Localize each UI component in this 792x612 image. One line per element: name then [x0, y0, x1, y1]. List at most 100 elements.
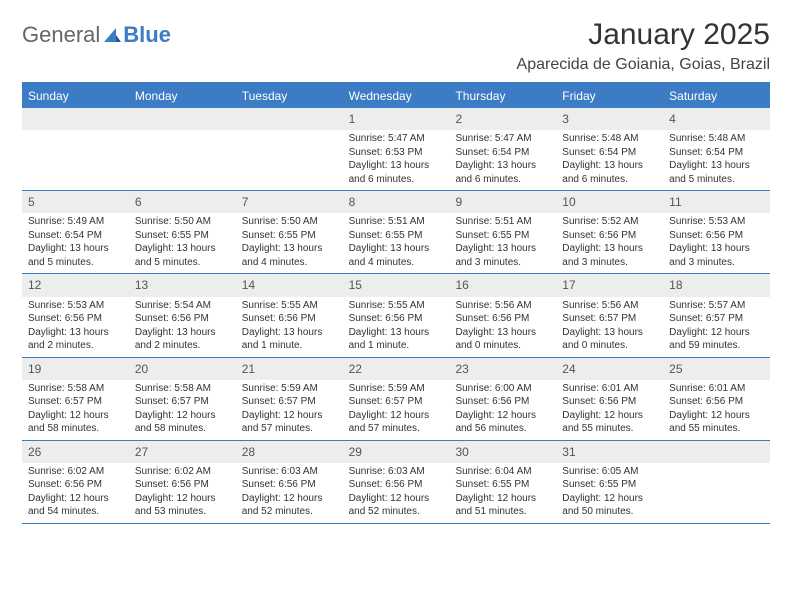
info-line: and 50 minutes.	[562, 505, 657, 519]
info-line: Sunset: 6:56 PM	[669, 395, 764, 409]
day-info: Sunrise: 5:59 AMSunset: 6:57 PMDaylight:…	[236, 380, 343, 440]
info-line: Sunset: 6:56 PM	[669, 229, 764, 243]
weeks-container: 1Sunrise: 5:47 AMSunset: 6:53 PMDaylight…	[22, 108, 770, 524]
day-info: Sunrise: 5:50 AMSunset: 6:55 PMDaylight:…	[236, 213, 343, 273]
info-line: Sunset: 6:57 PM	[349, 395, 444, 409]
info-line: Sunrise: 5:53 AM	[669, 215, 764, 229]
day-cell: 9Sunrise: 5:51 AMSunset: 6:55 PMDaylight…	[449, 191, 556, 273]
info-line: and 5 minutes.	[28, 256, 123, 270]
info-line: Sunrise: 5:54 AM	[135, 299, 230, 313]
info-line: Daylight: 12 hours	[562, 492, 657, 506]
day-number: 6	[129, 191, 236, 213]
info-line: Daylight: 13 hours	[349, 242, 444, 256]
info-line: Sunrise: 5:59 AM	[242, 382, 337, 396]
info-line: and 51 minutes.	[455, 505, 550, 519]
day-number: 15	[343, 274, 450, 296]
weekday-label: Saturday	[663, 84, 770, 108]
info-line: and 58 minutes.	[135, 422, 230, 436]
day-info: Sunrise: 5:59 AMSunset: 6:57 PMDaylight:…	[343, 380, 450, 440]
info-line: and 58 minutes.	[28, 422, 123, 436]
day-number: 16	[449, 274, 556, 296]
info-line: Sunset: 6:57 PM	[135, 395, 230, 409]
info-line: Daylight: 13 hours	[242, 242, 337, 256]
day-cell: 30Sunrise: 6:04 AMSunset: 6:55 PMDayligh…	[449, 441, 556, 523]
info-line: and 5 minutes.	[669, 173, 764, 187]
info-line: and 0 minutes.	[562, 339, 657, 353]
info-line: Sunset: 6:56 PM	[455, 395, 550, 409]
info-line: Sunset: 6:55 PM	[455, 229, 550, 243]
info-line: Sunrise: 5:55 AM	[349, 299, 444, 313]
info-line: Sunrise: 6:01 AM	[669, 382, 764, 396]
info-line: and 55 minutes.	[669, 422, 764, 436]
info-line: Sunset: 6:56 PM	[242, 312, 337, 326]
day-number: 1	[343, 108, 450, 130]
day-cell: 11Sunrise: 5:53 AMSunset: 6:56 PMDayligh…	[663, 191, 770, 273]
day-cell: 25Sunrise: 6:01 AMSunset: 6:56 PMDayligh…	[663, 358, 770, 440]
day-number: 12	[22, 274, 129, 296]
info-line: Sunset: 6:56 PM	[562, 229, 657, 243]
info-line: Sunset: 6:54 PM	[28, 229, 123, 243]
info-line: Daylight: 13 hours	[562, 326, 657, 340]
info-line: and 53 minutes.	[135, 505, 230, 519]
day-number: 2	[449, 108, 556, 130]
brand-logo: General Blue	[22, 22, 171, 48]
info-line: Daylight: 12 hours	[349, 492, 444, 506]
info-line: and 57 minutes.	[242, 422, 337, 436]
day-cell: 10Sunrise: 5:52 AMSunset: 6:56 PMDayligh…	[556, 191, 663, 273]
day-number: 10	[556, 191, 663, 213]
day-number: 21	[236, 358, 343, 380]
weekday-label: Thursday	[449, 84, 556, 108]
week-row: 19Sunrise: 5:58 AMSunset: 6:57 PMDayligh…	[22, 358, 770, 441]
info-line: Daylight: 13 hours	[669, 159, 764, 173]
day-info: Sunrise: 5:57 AMSunset: 6:57 PMDaylight:…	[663, 297, 770, 357]
info-line: Daylight: 13 hours	[28, 242, 123, 256]
day-number: 28	[236, 441, 343, 463]
info-line: Sunrise: 5:50 AM	[242, 215, 337, 229]
info-line: and 55 minutes.	[562, 422, 657, 436]
info-line: and 4 minutes.	[349, 256, 444, 270]
info-line: Sunset: 6:55 PM	[455, 478, 550, 492]
day-info: Sunrise: 5:47 AMSunset: 6:53 PMDaylight:…	[343, 130, 450, 190]
week-row: 12Sunrise: 5:53 AMSunset: 6:56 PMDayligh…	[22, 274, 770, 357]
info-line: Sunset: 6:54 PM	[669, 146, 764, 160]
day-info: Sunrise: 5:51 AMSunset: 6:55 PMDaylight:…	[449, 213, 556, 273]
info-line: and 3 minutes.	[455, 256, 550, 270]
day-number: 25	[663, 358, 770, 380]
info-line: Sunrise: 5:49 AM	[28, 215, 123, 229]
day-cell: 29Sunrise: 6:03 AMSunset: 6:56 PMDayligh…	[343, 441, 450, 523]
info-line: and 4 minutes.	[242, 256, 337, 270]
day-cell: 13Sunrise: 5:54 AMSunset: 6:56 PMDayligh…	[129, 274, 236, 356]
info-line: Sunset: 6:54 PM	[562, 146, 657, 160]
info-line: Sunrise: 5:58 AM	[28, 382, 123, 396]
info-line: and 6 minutes.	[562, 173, 657, 187]
title-block: January 2025 Aparecida de Goiania, Goias…	[517, 18, 770, 74]
info-line: Daylight: 12 hours	[28, 492, 123, 506]
info-line: Sunset: 6:57 PM	[28, 395, 123, 409]
info-line: Daylight: 12 hours	[135, 492, 230, 506]
info-line: Sunset: 6:56 PM	[28, 478, 123, 492]
day-info: Sunrise: 6:01 AMSunset: 6:56 PMDaylight:…	[663, 380, 770, 440]
info-line: Sunrise: 5:57 AM	[669, 299, 764, 313]
info-line: Sunset: 6:56 PM	[562, 395, 657, 409]
month-title: January 2025	[517, 18, 770, 52]
info-line: Daylight: 12 hours	[669, 326, 764, 340]
info-line: Daylight: 12 hours	[349, 409, 444, 423]
info-line: and 1 minute.	[349, 339, 444, 353]
day-cell: 18Sunrise: 5:57 AMSunset: 6:57 PMDayligh…	[663, 274, 770, 356]
info-line: and 5 minutes.	[135, 256, 230, 270]
info-line: and 3 minutes.	[562, 256, 657, 270]
info-line: and 54 minutes.	[28, 505, 123, 519]
info-line: Sunrise: 5:58 AM	[135, 382, 230, 396]
weekday-label: Sunday	[22, 84, 129, 108]
info-line: Sunset: 6:57 PM	[669, 312, 764, 326]
weekday-header: SundayMondayTuesdayWednesdayThursdayFrid…	[22, 84, 770, 108]
day-info: Sunrise: 6:01 AMSunset: 6:56 PMDaylight:…	[556, 380, 663, 440]
weekday-label: Wednesday	[343, 84, 450, 108]
day-number: 17	[556, 274, 663, 296]
info-line: and 56 minutes.	[455, 422, 550, 436]
location-label: Aparecida de Goiania, Goias, Brazil	[517, 56, 770, 74]
info-line: and 6 minutes.	[349, 173, 444, 187]
day-number-empty	[129, 108, 236, 130]
day-cell: 24Sunrise: 6:01 AMSunset: 6:56 PMDayligh…	[556, 358, 663, 440]
info-line: Daylight: 13 hours	[669, 242, 764, 256]
